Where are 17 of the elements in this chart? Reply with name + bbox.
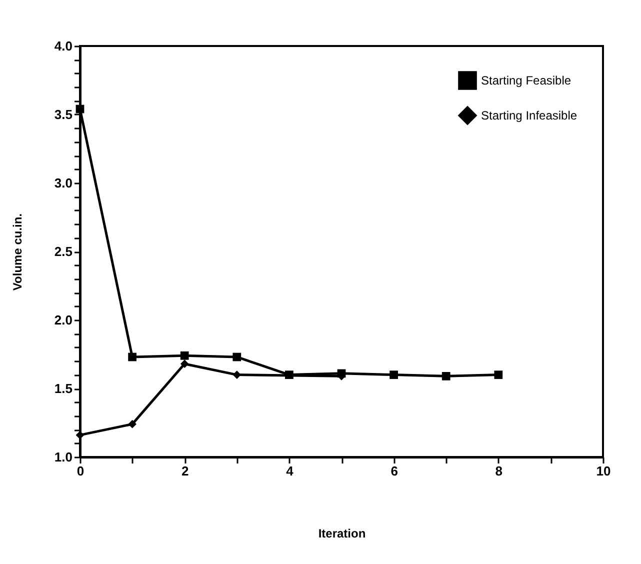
y-tick-label: 3.5 (54, 107, 72, 122)
y-tick-label: 2.0 (54, 312, 72, 328)
x-tick-label: 8 (495, 464, 503, 478)
x-tick-label: 0 (76, 464, 84, 478)
legend-label: Starting Infeasible (481, 108, 578, 122)
y-axis-title: Volume cu.in. (10, 213, 24, 291)
x-tick-label: 10 (596, 464, 611, 478)
y-tick-label: 4.0 (54, 38, 72, 54)
x-tick-label: 6 (390, 464, 398, 478)
y-tick-label: 1.0 (54, 450, 72, 464)
x-tick-label: 2 (181, 464, 189, 478)
legend-label: Starting Feasible (481, 74, 572, 88)
y-tick-label: 1.5 (54, 381, 72, 396)
x-tick-label: 4 (286, 464, 294, 478)
y-tick-label: 3.0 (54, 176, 72, 190)
y-tick-label: 2.5 (54, 244, 72, 259)
x-axis-title: Iteration (318, 526, 366, 540)
